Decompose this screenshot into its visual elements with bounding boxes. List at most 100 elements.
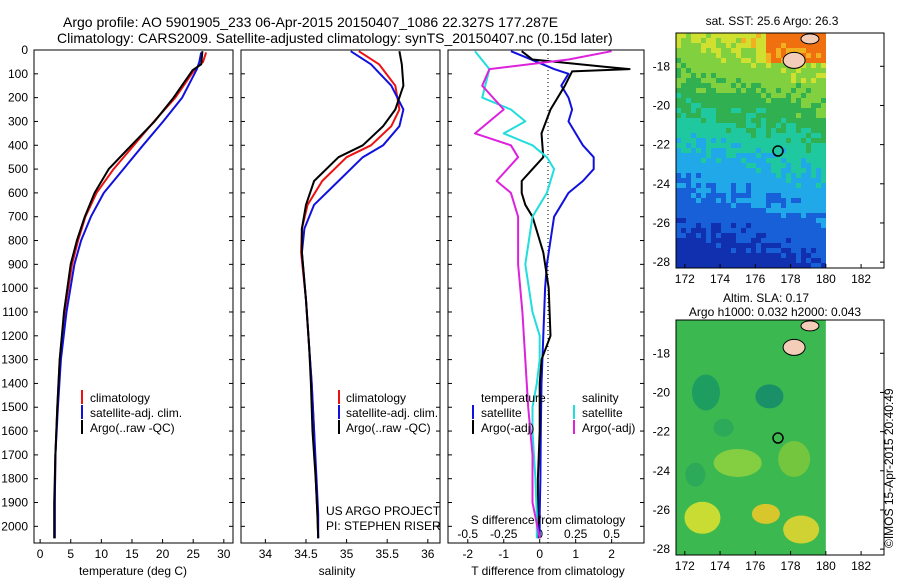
sst-cell [691, 173, 696, 178]
sst-cell [791, 148, 796, 153]
sst-cell [706, 238, 711, 243]
sla-blob [783, 515, 820, 544]
sst-cell [796, 113, 801, 118]
sst-cell [726, 238, 731, 243]
sst-cell [726, 73, 731, 78]
sst-cell [731, 163, 736, 168]
sst-cell [766, 103, 771, 108]
sst-cell [776, 38, 781, 43]
sst-cell [786, 123, 791, 128]
sst-cell [746, 73, 751, 78]
sst-cell [751, 193, 756, 198]
sst-cell [821, 183, 826, 188]
legend-sal-argo: Argo(-adj) [582, 421, 635, 435]
sst-cell [726, 228, 731, 233]
sst-cell [796, 173, 801, 178]
sst-cell [816, 223, 821, 228]
sst-cell [746, 188, 751, 193]
sst-cell [696, 243, 701, 248]
sst-map-frame [675, 32, 885, 269]
sst-cell [741, 73, 746, 78]
sst-cell [761, 88, 766, 93]
sst-cell [676, 83, 681, 88]
sst-cell [746, 173, 751, 178]
sst-cell [786, 183, 791, 188]
sst-cell [761, 213, 766, 218]
sst-cell [816, 168, 821, 173]
sst-cell [791, 73, 796, 78]
sst-cell [716, 128, 721, 133]
sst-cell [756, 143, 761, 148]
sst-cell [791, 248, 796, 253]
sst-cell [756, 213, 761, 218]
sst-cell [716, 133, 721, 138]
sst-cell [811, 113, 816, 118]
sst-cell [761, 253, 766, 258]
sla-map-axes: 172 174 176 178 180 182-18-20-22-24-26-28 [653, 346, 884, 573]
sst-cell [796, 73, 801, 78]
sst-cell [731, 58, 736, 63]
sst-cell [756, 198, 761, 203]
sst-cell [721, 38, 726, 43]
sst-cell [771, 58, 776, 63]
sst-cell [711, 138, 716, 143]
sst-cell [746, 203, 751, 208]
sst-cell [691, 128, 696, 133]
sst-cell [781, 83, 786, 88]
sst-cell [741, 43, 746, 48]
sst-cell [766, 223, 771, 228]
sst-cell [796, 33, 801, 38]
sst-cell [796, 128, 801, 133]
sst-cell [731, 198, 736, 203]
sst-cell [811, 148, 816, 153]
sst-cell [711, 188, 716, 193]
sst-cell [806, 123, 811, 128]
sst-cell [751, 78, 756, 83]
sst-cell [801, 63, 806, 68]
sst-cell [701, 98, 706, 103]
sst-cell [771, 93, 776, 98]
sst-cell [701, 128, 706, 133]
sst-cell [746, 93, 751, 98]
sst-cell [711, 148, 716, 153]
sst-cell [701, 118, 706, 123]
sst-cell [716, 153, 721, 158]
map-y-tick-label: -26 [653, 503, 671, 517]
sst-cell [741, 93, 746, 98]
sst-cell [786, 88, 791, 93]
sst-cell [716, 98, 721, 103]
sst-cell [806, 98, 811, 103]
sst-cell [806, 253, 811, 258]
sst-cell [811, 223, 816, 228]
sst-cell [746, 108, 751, 113]
sst-cell [726, 38, 731, 43]
sst-cell [686, 153, 691, 158]
sst-cell [776, 128, 781, 133]
sst-cell [786, 203, 791, 208]
sst-cell [716, 243, 721, 248]
sst-cell [786, 193, 791, 198]
sst-cell [746, 118, 751, 123]
sst-cell [761, 203, 766, 208]
sst-cell [751, 218, 756, 223]
sst-cell [756, 243, 761, 248]
map-x-tick-label: 178 [781, 272, 801, 286]
sst-cell [781, 243, 786, 248]
sst-cell [686, 113, 691, 118]
sst-cell [816, 103, 821, 108]
sst-cell [711, 158, 716, 163]
sst-cell [796, 98, 801, 103]
sst-cell [676, 168, 681, 173]
sst-cell [811, 143, 816, 148]
sst-cell [681, 58, 686, 63]
sst-cell [676, 218, 681, 223]
sst-cell [696, 188, 701, 193]
sst-cell [696, 168, 701, 173]
sst-cell [766, 83, 771, 88]
sst-cell [726, 98, 731, 103]
sst-cell [771, 263, 776, 268]
sst-cell [806, 173, 811, 178]
sst-cell [756, 118, 761, 123]
sst-cell [781, 188, 786, 193]
sst-cell [796, 118, 801, 123]
